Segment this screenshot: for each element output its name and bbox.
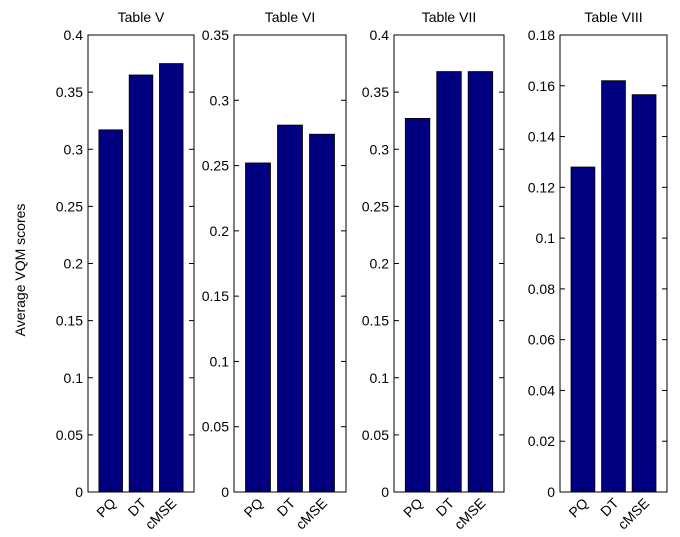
y-tick-label: 0.1 xyxy=(370,370,390,386)
y-tick-label: 0.25 xyxy=(202,158,229,174)
y-tick-label: 0.25 xyxy=(56,198,83,214)
y-tick-label: 0.15 xyxy=(56,313,83,329)
bar xyxy=(404,118,431,493)
y-tick-label: 0.1 xyxy=(64,370,84,386)
y-tick-label: 0.05 xyxy=(202,419,229,435)
x-tick-label: PQ xyxy=(400,495,426,521)
y-tick-label: 0.25 xyxy=(362,198,389,214)
y-tick-label: 0.35 xyxy=(56,84,83,100)
bar xyxy=(467,71,494,493)
y-tick-label: 0.4 xyxy=(64,27,84,43)
y-tick-label: 0.1 xyxy=(536,230,556,246)
bar xyxy=(631,94,657,493)
x-tick-label: DT xyxy=(274,494,299,519)
y-tick-label: 0 xyxy=(547,484,555,500)
y-tick-label: 0.4 xyxy=(370,27,390,43)
y-tick-label: 0.3 xyxy=(64,141,84,157)
y-tick-label: 0.3 xyxy=(210,92,230,108)
y-tick-label: 0.2 xyxy=(210,223,230,239)
chart-panel: Table V 0 0.05 0.1 0.15 0.2 0.25 0.3 0.35 0.4 PQ DT… xyxy=(56,9,195,533)
panel-title: Table VI xyxy=(265,9,316,25)
y-tick-label: 0 xyxy=(75,484,83,500)
y-tick-label: 0.3 xyxy=(370,141,390,157)
y-tick-label: 0.14 xyxy=(528,129,555,145)
y-tick-label: 0 xyxy=(381,484,389,500)
x-tick-label: DT xyxy=(125,494,150,519)
y-tick-label: 0 xyxy=(221,484,229,500)
y-tick-label: 0.18 xyxy=(528,27,555,43)
x-tick-label: PQ xyxy=(240,495,266,521)
y-axis-label: Average VQM scores xyxy=(12,204,28,337)
y-tick-label: 0.16 xyxy=(528,78,555,94)
chart-panel: Table VIII 0 0.02 0.04 0.06 0.08 0.1 0.12 0.14 0.… xyxy=(528,9,668,533)
y-tick-label: 0.2 xyxy=(370,256,390,272)
y-tick-label: 0.05 xyxy=(362,427,389,443)
y-tick-label: 0.15 xyxy=(362,313,389,329)
y-tick-label: 0.12 xyxy=(528,179,555,195)
y-tick-label: 0.04 xyxy=(528,382,555,398)
bar xyxy=(128,74,154,493)
x-tick-label: PQ xyxy=(565,495,591,521)
x-tick-label: DT xyxy=(433,494,458,519)
panel-title: Table V xyxy=(118,9,165,25)
chart-panel: Table VI 0 0.05 0.1 0.15 0.2 0.25 0.3 0.35 PQ DTcM… xyxy=(202,9,347,533)
y-tick-label: 0.05 xyxy=(56,427,83,443)
bar xyxy=(159,63,184,493)
y-tick-label: 0.35 xyxy=(362,84,389,100)
x-tick-label: cMSE xyxy=(614,495,652,533)
bar xyxy=(309,133,335,493)
bar xyxy=(601,80,626,493)
x-tick-label: cMSE xyxy=(142,495,180,533)
x-tick-label: cMSE xyxy=(451,495,489,533)
chart-panels: Table V00.050.10.150.20.250.30.350.4PQ DT… xyxy=(56,9,668,533)
y-tick-label: 0.1 xyxy=(210,353,230,369)
y-tick-label: 0.08 xyxy=(528,281,555,297)
bar xyxy=(436,71,462,493)
bar xyxy=(277,124,303,493)
bar xyxy=(98,129,123,493)
y-tick-label: 0.15 xyxy=(202,288,229,304)
panel-title: Table VIII xyxy=(584,9,642,25)
x-tick-label: cMSE xyxy=(292,495,330,533)
y-tick-label: 0.06 xyxy=(528,332,555,348)
chart-panel: Table VII 0 0.05 0.1 0.15 0.2 0.25 0.3 0.35 0.4 PQ… xyxy=(362,9,505,533)
y-tick-label: 0.2 xyxy=(64,256,84,272)
y-tick-label: 0.35 xyxy=(202,27,229,43)
x-tick-label: DT xyxy=(597,494,622,519)
x-tick-label: PQ xyxy=(93,495,119,521)
bar xyxy=(245,162,271,493)
bar xyxy=(570,166,596,493)
panel-title: Table VII xyxy=(422,9,476,25)
y-tick-label: 0.02 xyxy=(528,433,555,449)
